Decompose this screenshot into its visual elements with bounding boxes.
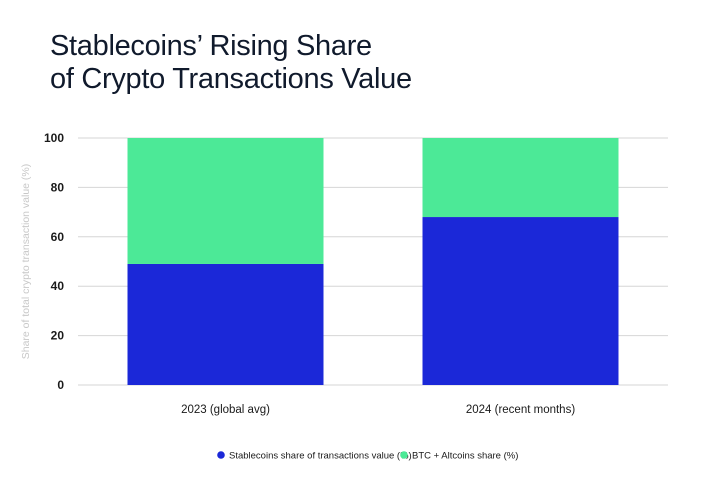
y-tick-label-0: 0 xyxy=(57,378,64,392)
bar-btc-altcoins-1 xyxy=(127,138,324,264)
y-tick-label-20: 20 xyxy=(51,329,65,343)
y-tick-label-80: 80 xyxy=(51,180,65,194)
chart-title: Stablecoins’ Rising Share of Crypto Tran… xyxy=(50,30,412,96)
legend-btc-altcoins-marker xyxy=(400,451,408,459)
y-tick-label-60: 60 xyxy=(51,230,65,244)
x-category-label-1: 2023 (global avg) xyxy=(181,404,270,416)
chart-title-line-1: Stablecoins’ Rising Share xyxy=(50,30,372,62)
y-tick-label-100: 100 xyxy=(44,131,64,145)
bar-stablecoins-1 xyxy=(127,263,324,385)
bar-stablecoins-2 xyxy=(422,217,619,385)
y-tick-label-40: 40 xyxy=(51,279,65,293)
legend-btc-altcoins-label: BTC + Altcoins share (%) xyxy=(412,451,518,462)
x-category-label-2: 2024 (recent months) xyxy=(466,404,575,416)
y-axis-label: Share of total crypto transaction value … xyxy=(20,164,32,360)
chart-title-line-2: of Crypto Transactions Value xyxy=(50,63,412,95)
bar-btc-altcoins-2 xyxy=(422,138,619,218)
legend-stablecoins-label: Stablecoins share of transactions value … xyxy=(229,451,412,462)
legend-stablecoins-marker xyxy=(217,451,225,459)
